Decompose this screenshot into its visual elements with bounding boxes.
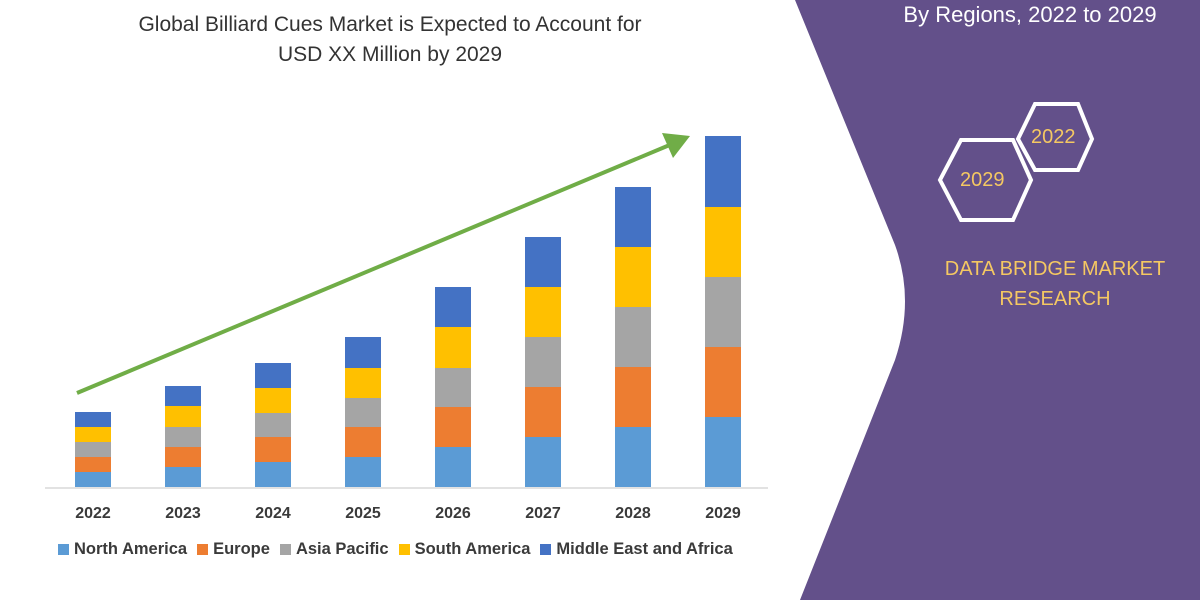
legend-swatch [197,544,209,555]
bar-segment-2022-europe [75,457,111,472]
bar-segment-2024-south-america [255,388,291,413]
bar-segment-2025-north-america [345,457,381,487]
bar-segment-2024-north-america [255,462,291,487]
bar-segment-2024-asia-pacific [255,413,291,437]
brand-line-1: DATA BRIDGE MARKET [944,258,1166,280]
bar-segment-2029-europe [705,347,741,417]
trend-arrow-head-icon [662,133,690,158]
x-tick-label: 2025 [345,505,381,522]
purple-side-panel [795,0,1200,600]
chart-title: Global Billiard Cues Market is Expected … [60,10,720,70]
bar-segment-2027-middle-east-and-africa [525,237,561,287]
bar-segment-2026-south-america [435,327,471,368]
bar-segment-2023-north-america [165,467,201,487]
legend-swatch [58,544,69,555]
legend-item-europe: Europe [197,540,270,559]
hex-label-2029: 2029 [960,169,1005,191]
legend-label: Asia Pacific [295,540,389,558]
bar-segment-2022-middle-east-and-africa [75,412,111,427]
legend-label: Middle East and Africa [556,540,733,558]
hexagon-2029 [937,138,1034,222]
legend-label: South America [414,540,531,558]
legend-swatch [540,544,552,555]
bar-segment-2029-middle-east-and-africa [705,136,741,207]
legend-label: Europe [213,540,270,558]
x-tick-label: 2027 [525,505,561,522]
x-tick-label: 2023 [165,505,201,522]
bar-segment-2027-asia-pacific [525,337,561,387]
bar-segment-2023-middle-east-and-africa [165,386,201,406]
bar-segment-2028-south-america [615,247,651,307]
x-tick-label: 2029 [705,505,741,522]
x-tick-label: 2022 [75,505,111,522]
legend-item-south-america: South America [398,540,531,559]
x-tick-label: 2026 [435,505,471,522]
bar-segment-2028-asia-pacific [615,307,651,367]
bar-segment-2027-europe [525,387,561,437]
title-line-1: Global Billiard Cues Market is Expected … [138,13,642,36]
legend-item-middle-east-africa: Middle East and Africa [540,540,733,559]
brand-name: DATA BRIDGE MARKET RESEARCH [910,254,1200,314]
regions-subtitle: By Regions, 2022 to 2029 [903,2,1157,27]
bar-segment-2024-middle-east-and-africa [255,363,291,388]
bar-segment-2025-middle-east-and-africa [345,337,381,368]
bar-segment-2025-south-america [345,368,381,398]
brand-line-2: RESEARCH [999,288,1111,310]
bar-segment-2028-europe [615,367,651,427]
x-tick-label: 2028 [615,505,651,522]
bar-segment-2022-asia-pacific [75,442,111,457]
hex-label-2022: 2022 [1031,126,1076,148]
hexagon-2022 [1015,102,1095,172]
bar-segment-2022-south-america [75,427,111,442]
legend-item-asia-pacific: Asia Pacific [279,540,389,559]
legend-item-north-america: North America [58,540,187,559]
bar-segment-2027-south-america [525,287,561,337]
bar-segment-2027-north-america [525,437,561,487]
bar-segment-2023-south-america [165,406,201,427]
stacked-bar-chart: 2022 2023 2024 2025 2026 2027 2028 2029 [45,133,768,522]
bar-segment-2029-asia-pacific [705,277,741,347]
bar-segment-2026-north-america [435,447,471,487]
legend-swatch [398,544,410,555]
bar-segment-2026-middle-east-and-africa [435,287,471,327]
bar-segment-2029-south-america [705,207,741,277]
legend-label: North America [74,540,188,558]
legend-swatch [279,544,291,555]
bar-segment-2023-europe [165,447,201,467]
bar-segment-2026-europe [435,407,471,447]
bar-segment-2025-europe [345,427,381,457]
bar-segment-2025-asia-pacific [345,398,381,427]
bar-segment-2023-asia-pacific [165,427,201,447]
x-tick-label: 2024 [255,505,291,522]
trend-arrow-line [76,142,673,395]
bar-segment-2024-europe [255,437,291,462]
bar-segment-2026-asia-pacific [435,368,471,407]
bar-segment-2028-middle-east-and-africa [615,187,651,247]
bar-segment-2028-north-america [615,427,651,487]
title-line-2: USD XX Million by 2029 [277,43,503,66]
bar-segment-2022-north-america [75,472,111,487]
bar-segment-2029-north-america [705,417,741,487]
legend: North America Europe Asia Pacific South … [58,540,733,559]
